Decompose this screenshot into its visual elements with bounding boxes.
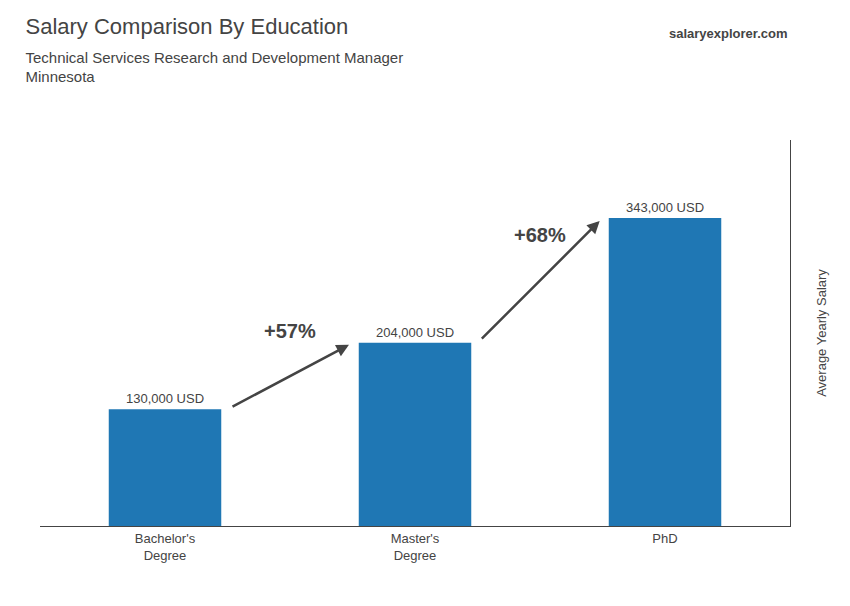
svg-text:Salary Comparison By Education: Salary Comparison By Education — [26, 14, 349, 39]
svg-text:130,000 USD: 130,000 USD — [126, 391, 204, 406]
svg-text:Master'sDegree: Master'sDegree — [391, 531, 440, 563]
svg-text:salaryexplorer.com: salaryexplorer.com — [669, 26, 788, 41]
svg-text:+57%: +57% — [264, 320, 316, 342]
svg-text:Technical Services Research an: Technical Services Research and Developm… — [26, 49, 404, 86]
svg-text:+68%: +68% — [514, 224, 566, 246]
svg-text:343,000 USD: 343,000 USD — [626, 200, 704, 215]
svg-text:Bachelor'sDegree: Bachelor'sDegree — [135, 531, 196, 563]
svg-text:Average Yearly Salary: Average Yearly Salary — [814, 269, 829, 397]
svg-text:PhD: PhD — [652, 531, 677, 546]
svg-text:204,000 USD: 204,000 USD — [376, 325, 454, 340]
